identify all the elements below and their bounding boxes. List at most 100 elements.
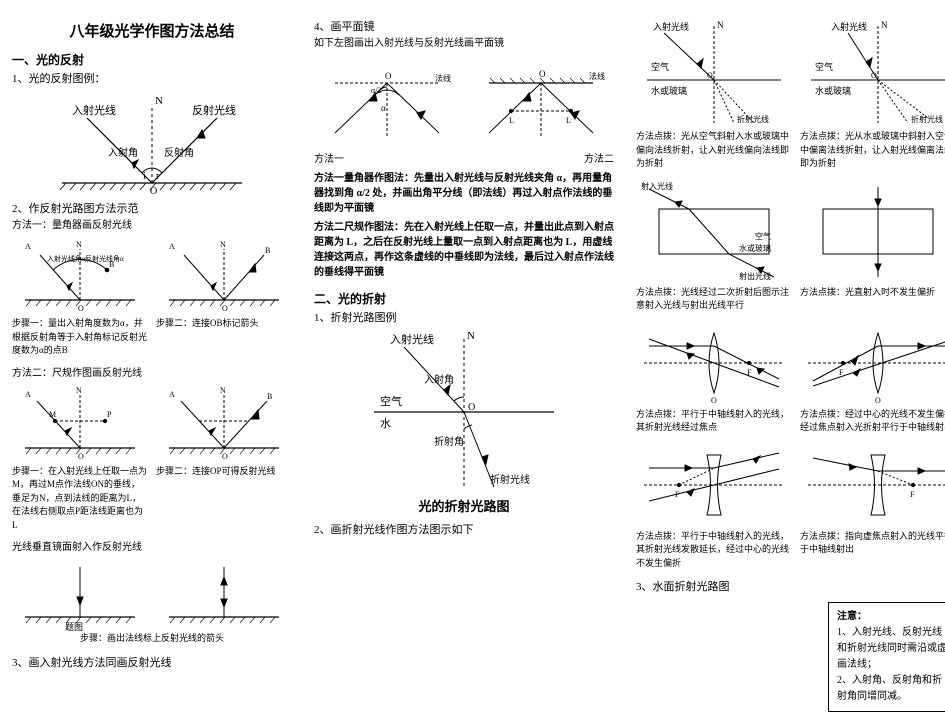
note-l1: 1、入射光线、反射光线和折射光线同时需沿或虚画法线； [837, 625, 945, 673]
note-h: 注意： [837, 609, 945, 625]
column-2: 4、画平面镜 如下左图画出入射光线与反射光线画平面镜 O α α/2 [314, 16, 614, 712]
svg-text:题图: 题图 [65, 622, 83, 632]
page: 八年级光学作图方法总结 一、光的反射 1、光的反射图例： [0, 0, 945, 720]
r1b-air: 空气 [815, 61, 833, 72]
r1-cap2: 方法点拨：光从水或玻璃中斜射入空气中偏离法线折射，让入射光线偏离法线即为折射 [800, 130, 945, 171]
d4-a: α [381, 103, 386, 113]
r1-cap1: 方法点拨：光从空气斜射入水或玻璃中偏向法线折射，让入射光线偏向法线即为折射 [636, 130, 792, 171]
section-4-p: 如下左图画出入射光线与反射光线画平面镜 [314, 36, 614, 51]
svg-text:A: A [169, 390, 175, 399]
r2-fig1: 射入光线 空气 水或玻璃 射出光线 [639, 179, 789, 284]
r1b-in: 入射光线 [831, 21, 867, 32]
method2-caps: 步骤一：在入射光线上任取一点为M，再过M点作法线ON的垂线，垂足为N，点到法线的… [12, 463, 292, 533]
m2-fig1: A M N P O [15, 383, 145, 463]
method1-row: ANB O 入射光线角α 反射光线角α ANB O [12, 233, 292, 315]
svg-text:A: A [25, 242, 31, 251]
r1b-out: 折射光线 [911, 114, 943, 124]
svg-text:F: F [675, 490, 680, 499]
note-box: 注意： 1、入射光线、反射光线和折射光线同时需沿或虚画法线； 2、入射角、反射角… [828, 602, 945, 712]
section-4: 4、画平面镜 [314, 18, 614, 34]
svg-text:N: N [76, 386, 82, 395]
m2-fig2: A N B O [159, 383, 289, 463]
svg-text:N: N [220, 386, 226, 395]
mirror-cap2: 方法二 [584, 150, 614, 165]
r1b-glass: 水或玻璃 [815, 85, 851, 96]
section-7: 3、水面折射光路图 [636, 578, 945, 594]
m1-fig2: ANB O [159, 235, 289, 315]
r2-in: 射入光线 [641, 181, 673, 191]
d4-O: O [385, 71, 392, 81]
svg-text:O: O [707, 71, 713, 80]
r3: OF 方法点拨：平行于中轴线射入的光线，其折射光线经过焦点 OF [636, 319, 945, 435]
column-1: 八年级光学作图方法总结 一、光的反射 1、光的反射图例： [12, 16, 292, 712]
r4-cap2: 方法点拨：指向虚焦点射入的光线平行于中轴线射出 [800, 530, 945, 557]
reflection-diagram: 入射光线 反射光线 入射角 反射角 N i r O [42, 88, 262, 198]
r2-fig2 [803, 179, 945, 284]
mirror-text-a: 方法一量角器作图法：先量出入射光线与反射光线夹角 α，再用量角器找到角 α/2 … [314, 171, 614, 216]
mirror-cap1: 方法一 [314, 150, 344, 165]
r4-cap1: 方法点拨：平行于中轴线射入的光线，其折射光线发散延长，经过中心的光线不发生偏折 [636, 530, 792, 571]
d4-a2: α/2 [371, 86, 381, 95]
svg-text:O: O [539, 69, 546, 79]
note-l2: 2、入射角、反射角和折射角同增同减。 [837, 673, 945, 705]
svg-text:O: O [222, 304, 228, 313]
m1-lab2: 反射光线角α [85, 254, 124, 263]
section-reflection-sub: 1、光的反射图例： [12, 70, 292, 86]
svg-text:L: L [509, 116, 514, 125]
method2-row: A M N P O A N B O [12, 381, 292, 463]
r1a-glass: 水或玻璃 [651, 85, 687, 96]
svg-text:L: L [566, 116, 571, 125]
svg-text:A: A [25, 390, 31, 399]
mirror-text-b: 方法二尺规作图法：先在入射光线上任取一点，并量出此点到入射点距离为 L，之后在反… [314, 220, 614, 280]
r1-fig1: 入射光线 N 空气 水或玻璃 O 折射光线 [639, 18, 789, 128]
svg-text:B: B [267, 392, 272, 401]
r2-air: 空气 [755, 231, 771, 241]
r1: 入射光线 N 空气 水或玻璃 O 折射光线 方法点拨：光从空气斜射入水或玻璃中偏… [636, 16, 945, 171]
mirror-fig2: O 法线 LL [471, 53, 611, 148]
d4-f1l: 法线 [435, 73, 451, 83]
method1-title: 方法一：量角器画反射光线 [12, 218, 292, 233]
svg-text:O: O [78, 452, 84, 461]
section-refraction-sub: 1、折射光路图例 [314, 309, 614, 325]
r3-fig2: OF [803, 321, 945, 406]
r4-fig2: F [803, 443, 945, 528]
r1a-air: 空气 [651, 61, 669, 72]
svg-text:F: F [839, 368, 844, 377]
r2-cap2: 方法点拨：光直射入时不发生偏折 [800, 286, 945, 300]
d5-water: 水 [380, 417, 391, 430]
svg-text:O: O [871, 71, 877, 80]
r2-out: 射出光线 [739, 271, 771, 281]
svg-text:O: O [222, 452, 228, 461]
section-reflection: 一、光的反射 [12, 51, 292, 68]
r1-fig2: 入射光线 N 空气 水或玻璃 O 折射光线 [803, 18, 945, 128]
m1-step1: 步骤一：量出入射角度数为α，并根据反射角等于入射角标记反射光度数为α的点B [12, 317, 148, 358]
section-3: 3、画入射光线方法同画反射光线 [12, 654, 292, 670]
section-6: 2、画折射光线作图方法图示如下 [314, 521, 614, 537]
svg-text:N: N [220, 240, 226, 249]
d1-in: 入射光线 [72, 103, 116, 117]
svg-text:B: B [265, 246, 270, 255]
mirror-fig1: O α α/2 法线 [317, 53, 457, 148]
r1a-in: 入射光线 [653, 21, 689, 32]
svg-text:P: P [107, 410, 112, 419]
section-2: 2、作反射光路图方法示范 [12, 200, 292, 216]
r4-fig1: F [639, 443, 789, 528]
refraction-cap: 光的折射光路图 [314, 497, 614, 517]
perp-fig2 [159, 557, 289, 632]
d1-ia: 入射角 [108, 147, 138, 159]
r1a-out: 折射光线 [737, 114, 769, 124]
refraction-diagram: 入射光线 入射角 空气 水 N O 折射角 折射光线 [364, 327, 564, 497]
r3-cap2: 方法点拨：经过中心的光线不发生偏折经过焦点射入光折射平行于中轴线射出 [800, 408, 945, 435]
doc-title: 八年级光学作图方法总结 [12, 20, 292, 41]
svg-text:O: O [78, 304, 84, 313]
mirror-row: O α α/2 法线 O [314, 51, 614, 148]
d5-O: O [468, 402, 475, 413]
method2-title: 方法二：尺规作图画反射光线 [12, 366, 292, 381]
d5-air: 空气 [380, 394, 402, 408]
svg-text:M: M [49, 410, 56, 419]
svg-text:O: O [150, 186, 157, 197]
m1-step2: 步骤二：连接OB标记箭头 [156, 317, 292, 358]
m1-lab1: 入射光线角α [47, 254, 86, 263]
svg-text:N: N [76, 240, 82, 249]
r2: 射入光线 空气 水或玻璃 射出光线 方法点拨：光线经过二次折射后图示注意射入光线… [636, 177, 945, 313]
